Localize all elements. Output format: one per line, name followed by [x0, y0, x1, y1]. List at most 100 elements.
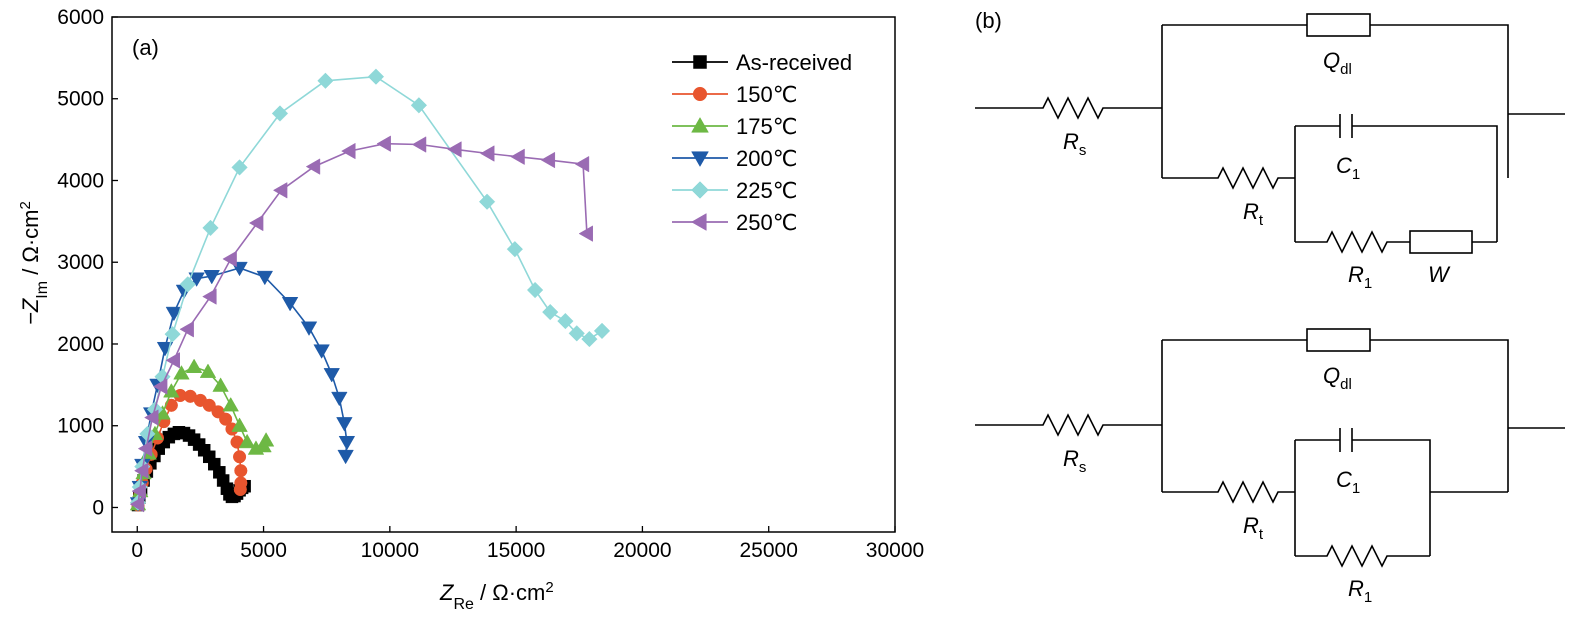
data-point: [173, 365, 190, 380]
data-point: [410, 97, 428, 114]
data-point: [165, 352, 180, 369]
data-point: [257, 432, 275, 447]
data-point: [542, 303, 559, 321]
circuit-bottom: [975, 328, 1565, 568]
series: [129, 135, 593, 513]
element-qdl-bottom: [1306, 328, 1371, 352]
data-point: [411, 136, 427, 153]
data-point: [131, 482, 146, 500]
data-point: [202, 219, 219, 237]
data-point: [219, 412, 233, 426]
label-rt-bottom: Rt: [1243, 513, 1264, 543]
y-tick-label: 4000: [57, 169, 104, 192]
data-point: [691, 117, 709, 133]
resistor-rs-top: [975, 96, 1162, 120]
data-point: [165, 306, 183, 322]
x-tick-label: 5000: [240, 539, 287, 562]
data-point: [271, 105, 289, 122]
data-point: [281, 297, 299, 312]
x-tick-label: 0: [131, 539, 143, 562]
legend-entry: As-received: [672, 50, 852, 75]
data-point: [199, 363, 217, 378]
capacitor-c1-top: [1339, 114, 1353, 138]
data-point: [337, 449, 354, 465]
circuit-top: [975, 13, 1565, 254]
data-point: [540, 151, 556, 169]
data-point: [202, 288, 217, 305]
legend-label: 175℃: [736, 114, 797, 139]
resistor-rt-bottom: [1162, 480, 1295, 504]
data-point: [341, 142, 356, 160]
label-r1-bottom: R1: [1348, 576, 1372, 606]
x-tick-label: 20000: [613, 539, 671, 562]
x-axis-ticks: 0 5000 10000 15000 20000 25000 30000: [131, 526, 924, 562]
data-point: [526, 281, 544, 299]
label-qdl-bottom: Qdl: [1323, 363, 1352, 393]
y-axis-label: −ZIm / Ω·cm2: [17, 201, 51, 325]
capacitor-c1-bottom: [1339, 428, 1353, 452]
data-point: [574, 155, 590, 173]
legend-label: 150℃: [736, 82, 797, 107]
data-point: [568, 325, 585, 342]
label-qdl-top: Qdl: [1323, 48, 1352, 78]
panel-label-a: (a): [132, 35, 159, 60]
panel-label-b: (b): [975, 8, 1002, 33]
data-point: [179, 276, 196, 293]
element-w-top: [1409, 230, 1473, 254]
data-point: [164, 326, 181, 343]
y-tick-label: 6000: [57, 6, 104, 29]
data-point: [317, 72, 334, 89]
data-point: [506, 241, 524, 258]
data-point: [367, 68, 385, 85]
legend: As-received 150℃ 175℃ 200℃ 225℃ 250℃: [672, 50, 852, 235]
data-point: [179, 321, 194, 338]
x-tick-label: 15000: [487, 539, 545, 562]
data-point: [447, 141, 462, 158]
data-point: [144, 409, 159, 426]
data-point: [578, 225, 593, 242]
data-point: [203, 270, 221, 285]
y-tick-label: 0: [92, 496, 104, 519]
legend-label: 250℃: [736, 210, 797, 235]
x-axis-label: ZRe / Ω·cm2: [439, 579, 554, 613]
equivalent-circuits: (b) Qdl Rs C1: [975, 8, 1565, 606]
data-point: [238, 433, 256, 449]
data-point: [185, 358, 203, 373]
x-tick-label: 25000: [740, 539, 798, 562]
data-point: [222, 396, 239, 412]
y-tick-label: 5000: [57, 88, 104, 111]
legend-entry: 250℃: [672, 210, 797, 235]
wire-outer-top: [1161, 24, 1509, 178]
y-tick-label: 2000: [57, 333, 104, 356]
data-point: [234, 464, 248, 478]
legend-label: 200℃: [736, 146, 797, 171]
data-point: [331, 391, 348, 407]
data-point: [478, 193, 496, 210]
data-point: [693, 55, 707, 69]
data-point: [256, 270, 274, 286]
data-point: [691, 181, 709, 199]
data-point: [305, 158, 321, 175]
label-rt-top: Rt: [1243, 199, 1264, 229]
legend-entry: 150℃: [672, 82, 797, 107]
data-point: [152, 378, 168, 395]
label-c1-top: C1: [1336, 153, 1360, 183]
resistor-rt-top: [1162, 166, 1295, 190]
legend-entry: 200℃: [672, 146, 797, 171]
data-point: [323, 368, 340, 383]
data-point: [376, 135, 391, 152]
legend-entry: 225℃: [672, 178, 797, 203]
resistor-r1-bottom: [1295, 544, 1430, 568]
series-layer: [129, 68, 611, 513]
data-point: [129, 495, 145, 513]
data-point: [557, 312, 574, 330]
data-point: [137, 440, 153, 457]
data-point: [202, 398, 216, 412]
data-point: [231, 417, 248, 432]
data-point: [336, 417, 353, 432]
data-point: [313, 344, 330, 359]
y-tick-label: 1000: [57, 415, 104, 438]
y-tick-label: 3000: [57, 251, 104, 274]
wire-inner-bottom: [1294, 439, 1431, 556]
